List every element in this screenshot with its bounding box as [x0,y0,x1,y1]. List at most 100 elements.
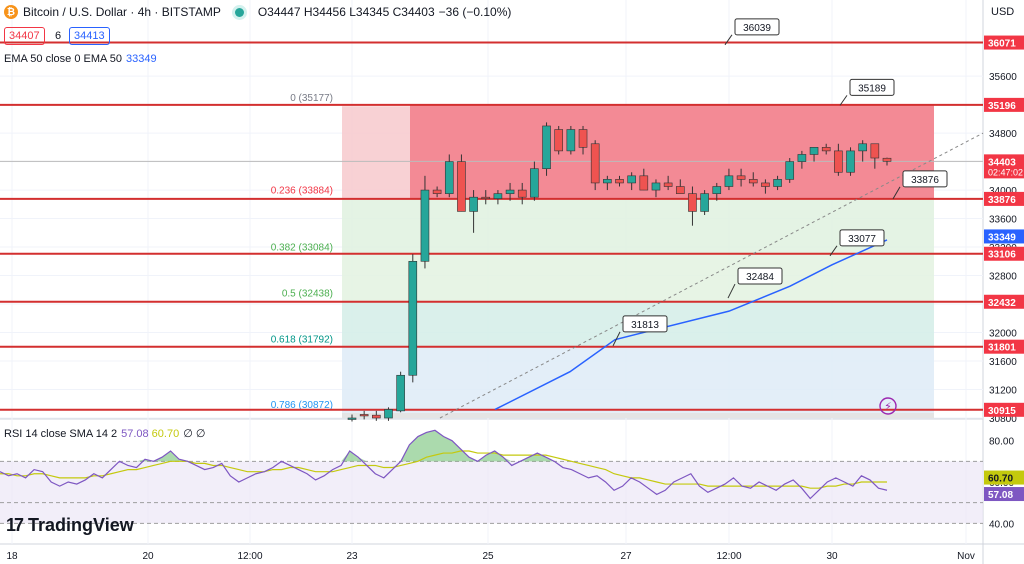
candle-body [578,129,588,148]
callout-label: 35189 [858,83,886,94]
candle-16 [542,122,551,176]
candle-body [517,189,527,198]
callout-pointer [612,331,621,347]
candle-body [530,168,539,198]
candle-body [761,182,770,187]
callout-4[interactable]: 32484 [727,267,783,299]
right-tag-1: 33349 [988,232,1016,243]
callout-label: 33077 [848,234,876,245]
time-label-6: 12:00 [716,551,741,562]
callout-1[interactable]: 35189 [839,78,895,106]
candle-body [773,179,782,187]
callout-box [902,170,948,188]
time-label-0: 18 [6,551,18,562]
candle-18 [566,125,576,155]
callout-pointer [727,283,736,299]
sell-price[interactable]: 34407 [4,27,45,45]
buy-box[interactable]: 34413 [69,27,110,45]
candle-30 [712,182,722,201]
callout-pointer [829,245,838,257]
candle-8 [444,154,454,198]
price-tick-12: 30800 [989,414,1017,425]
callouts: 36039 35189 33876 33077 32484 31813 ⚡ [612,18,948,415]
candle-10 [469,190,478,233]
candle-body [858,143,867,152]
market-open-icon [234,7,244,17]
rsi-band [0,461,983,524]
candle-5 [408,254,418,383]
time-label-1: 20 [142,551,154,562]
fib-zone [342,347,934,413]
fib-label-3: 0.5 (32438) [282,288,333,299]
candle-29 [700,190,709,215]
ema-label: EMA 50 close 0 EMA 50 [4,53,123,65]
callout-box [849,78,895,96]
lightning-icon[interactable] [879,397,897,415]
callout-pointer [839,95,848,106]
candle-39 [821,143,831,155]
rsi-tick-2: 40.00 [989,519,1014,530]
candle-19 [578,125,588,155]
level-tag-bg-5 [984,339,1024,354]
rsi-overbought-fill [0,430,887,462]
fib-label-0: 0 (35177) [290,93,333,104]
candle-body [590,143,600,184]
candle-40 [834,143,843,176]
callout-pointer [892,186,901,200]
symbol-header: ₿ Bitcoin / U.S. Dollar · 4h · BITSTAMP … [4,3,511,21]
candle-body [542,125,551,170]
price-axis: 3560035200348003440034000336003320032800… [984,35,1024,530]
level-tag-bg-0 [984,35,1024,50]
candle-body [834,150,843,173]
ema-legend[interactable]: EMA 50 close 0 EMA 50 33349 [4,53,157,65]
dotted-trend-line [439,132,984,419]
candle-body [396,374,405,412]
candle-22 [615,175,624,187]
candle-body [797,154,807,162]
callout-2[interactable]: 33876 [892,170,948,200]
candle-27 [675,179,685,194]
callout-5[interactable]: 31813 [612,315,668,347]
price-tick-5: 33600 [989,215,1017,226]
candle-4 [396,371,405,413]
callout-label: 31813 [631,320,659,331]
candle-body [870,143,880,159]
candle-body [882,157,892,162]
price-tick-9: 32000 [989,329,1017,340]
buy-price[interactable]: 34413 [69,27,110,45]
fib-label-1: 0.236 (33884) [271,185,333,196]
fib-label-5: 0.786 (30872) [271,400,333,411]
rsi-line [0,429,888,500]
rsi-tag-1: 57.08 [988,490,1013,501]
time-label-2: 12:00 [237,551,262,562]
candle-body [651,182,661,191]
ohlc-values: O34447 H34456 L34345 C34403 [257,5,435,19]
rsi-tick-0: 80.00 [989,437,1014,448]
price-tick-11: 31200 [989,386,1017,397]
fib-zone [342,255,934,302]
sell-box[interactable]: 34407 [4,27,45,45]
candle-body [347,417,357,420]
level-tag-0: 36071 [988,39,1016,50]
candle-body [566,129,576,152]
candle-13 [505,182,515,201]
callout-0[interactable]: 36039 [724,18,780,46]
candle-body [809,147,819,155]
rsi-legend[interactable]: RSI 14 close SMA 14 2 57.08 60.70 ∅ ∅ [4,427,205,440]
callout-3[interactable]: 33077 [829,229,885,257]
candle-41 [846,147,855,176]
candle-body [372,414,381,419]
price-change: −36 (−0.10%) [438,5,512,19]
currency-label[interactable]: USD [991,6,1015,18]
level-lines [0,41,983,411]
candle-26 [663,175,673,191]
candle-body [615,179,624,184]
symbol-title[interactable]: Bitcoin / U.S. Dollar · 4h · BITSTAMP [23,5,221,19]
level-tag-2: 33876 [988,195,1016,206]
candle-body [627,175,636,184]
candle-1 [359,410,369,420]
rsi-label: RSI 14 close SMA 14 2 [4,428,118,440]
candle-21 [603,175,612,191]
level-tag-1: 35196 [988,101,1016,112]
